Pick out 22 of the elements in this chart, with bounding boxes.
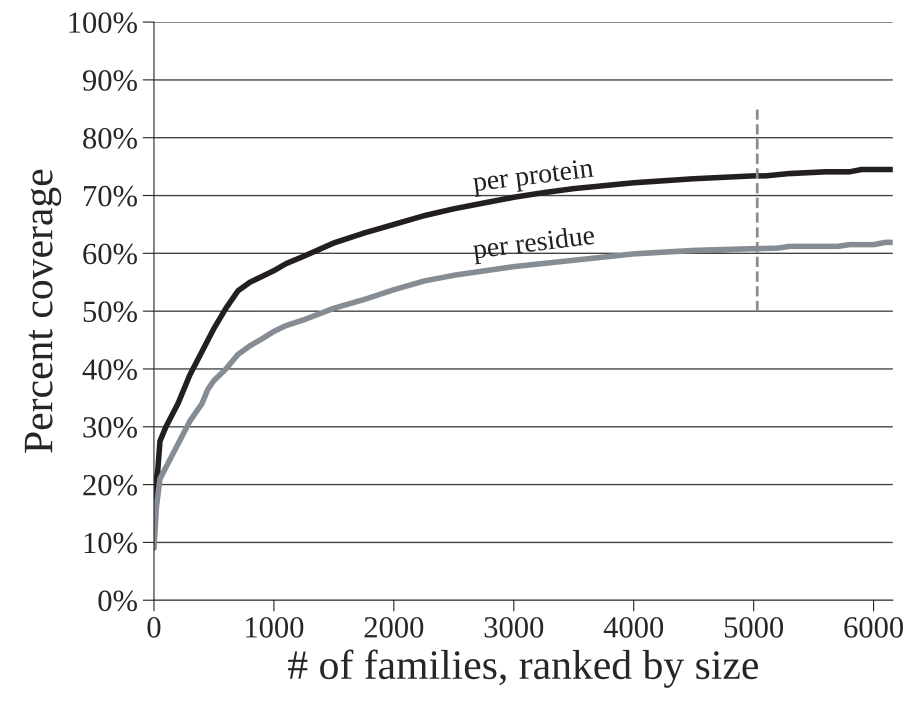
x-tick-label: 2000 (364, 617, 424, 638)
x-tick-label: 1000 (246, 617, 304, 638)
y-tick-label: 80% (83, 128, 137, 149)
text: per protein (472, 158, 594, 197)
text: per residue (472, 224, 596, 264)
y-tick-label: 50% (84, 301, 137, 322)
x-tick-label: 0 (147, 617, 160, 638)
y-tick-label: 0% (98, 590, 137, 612)
x-tick-label: 5000 (724, 617, 784, 638)
y-tick-label: 100% (69, 12, 137, 34)
y-tick-label: 70% (84, 186, 137, 207)
y-tick-label: 20% (83, 474, 137, 496)
y-tick-label: 40% (82, 359, 137, 380)
x-tick-label: 4000 (604, 617, 664, 638)
y-axis-title: Percent coverage (24, 170, 62, 453)
x-axis-title: # of families, ranked by size (288, 649, 758, 688)
x-tick-label: 6000 (844, 617, 903, 638)
y-tick-label: 60% (83, 244, 137, 264)
y-tick-label: 10% (84, 532, 137, 554)
y-tick-label: 90% (82, 70, 137, 91)
x-tick-label: 3000 (484, 617, 544, 638)
y-tick-label: 30% (83, 417, 137, 438)
